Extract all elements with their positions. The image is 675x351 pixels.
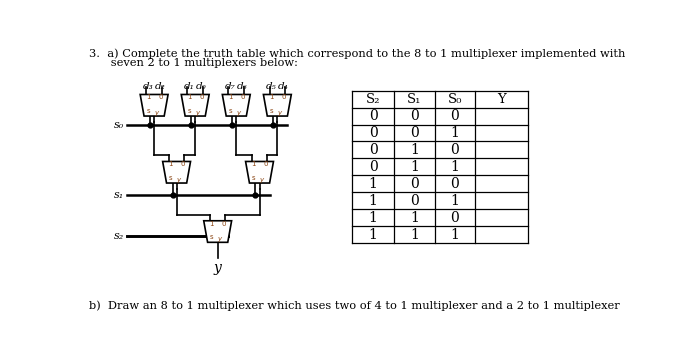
Text: y: y — [154, 110, 158, 116]
Text: s: s — [146, 108, 150, 114]
Text: 1: 1 — [187, 94, 191, 100]
Text: d₇: d₇ — [225, 82, 236, 91]
Text: 3.  a) Complete the truth table which correspond to the 8 to 1 multiplexer imple: 3. a) Complete the truth table which cor… — [89, 48, 626, 59]
Text: d₆: d₆ — [237, 82, 248, 91]
Text: y: y — [236, 110, 240, 116]
Text: 1: 1 — [251, 161, 256, 167]
Polygon shape — [246, 161, 273, 183]
Polygon shape — [140, 94, 168, 116]
Text: S₀: S₀ — [448, 93, 462, 106]
Text: 0: 0 — [450, 211, 459, 225]
Text: 0: 0 — [450, 143, 459, 157]
Text: S₂: S₂ — [366, 93, 380, 106]
Text: Y: Y — [497, 93, 506, 106]
Text: d₂: d₂ — [155, 82, 165, 91]
Text: y: y — [214, 261, 221, 275]
Polygon shape — [222, 94, 250, 116]
Text: 0: 0 — [369, 126, 377, 140]
Text: 1: 1 — [209, 221, 214, 227]
Text: 0: 0 — [450, 177, 459, 191]
Text: d₁: d₁ — [184, 82, 194, 91]
Polygon shape — [163, 161, 190, 183]
Text: 0: 0 — [240, 94, 244, 100]
Text: 1: 1 — [410, 160, 419, 174]
Text: 0: 0 — [410, 177, 419, 191]
Text: s: s — [269, 108, 273, 114]
Text: 0: 0 — [369, 109, 377, 123]
Text: s: s — [252, 175, 255, 181]
Text: 0: 0 — [410, 126, 419, 140]
Text: 0: 0 — [180, 161, 185, 167]
Text: s: s — [210, 234, 213, 240]
Text: s₁: s₁ — [113, 190, 124, 200]
Text: 1: 1 — [269, 94, 273, 100]
Text: 0: 0 — [410, 109, 419, 123]
Text: 1: 1 — [410, 143, 419, 157]
Text: 1: 1 — [369, 227, 377, 241]
Text: S₁: S₁ — [407, 93, 422, 106]
Text: s₀: s₀ — [113, 120, 124, 130]
Text: 1: 1 — [410, 211, 419, 225]
Text: 0: 0 — [369, 143, 377, 157]
Text: y: y — [195, 110, 199, 116]
Text: d₅: d₅ — [266, 82, 277, 91]
Text: s₂: s₂ — [113, 231, 124, 241]
Text: s: s — [228, 108, 232, 114]
Polygon shape — [182, 94, 209, 116]
Text: b)  Draw an 8 to 1 multiplexer which uses two of 4 to 1 multiplexer and a 2 to 1: b) Draw an 8 to 1 multiplexer which uses… — [89, 300, 620, 311]
Text: 0: 0 — [199, 94, 204, 100]
Text: 1: 1 — [146, 94, 151, 100]
Text: 1: 1 — [450, 227, 459, 241]
Text: 1: 1 — [450, 194, 459, 208]
Text: 0: 0 — [281, 94, 286, 100]
Text: 1: 1 — [450, 160, 459, 174]
Text: 1: 1 — [410, 227, 419, 241]
Polygon shape — [263, 94, 292, 116]
Text: s: s — [188, 108, 191, 114]
Text: y: y — [217, 236, 222, 242]
Text: 1: 1 — [369, 194, 377, 208]
Text: 1: 1 — [369, 211, 377, 225]
Text: 1: 1 — [369, 177, 377, 191]
Text: y: y — [259, 177, 264, 183]
Text: 1: 1 — [228, 94, 232, 100]
Text: d₀: d₀ — [196, 82, 207, 91]
Text: 1: 1 — [450, 126, 459, 140]
Text: 0: 0 — [221, 221, 226, 227]
Text: 0: 0 — [263, 161, 268, 167]
Text: y: y — [177, 177, 181, 183]
Text: 0: 0 — [158, 94, 163, 100]
Text: d₄: d₄ — [278, 82, 289, 91]
Text: 0: 0 — [410, 194, 419, 208]
Text: 0: 0 — [369, 160, 377, 174]
Text: s: s — [169, 175, 172, 181]
Text: 1: 1 — [168, 161, 173, 167]
Text: d₃: d₃ — [142, 82, 153, 91]
Polygon shape — [204, 221, 232, 242]
Text: y: y — [277, 110, 281, 116]
Text: 0: 0 — [450, 109, 459, 123]
Text: seven 2 to 1 multiplexers below:: seven 2 to 1 multiplexers below: — [89, 58, 298, 68]
